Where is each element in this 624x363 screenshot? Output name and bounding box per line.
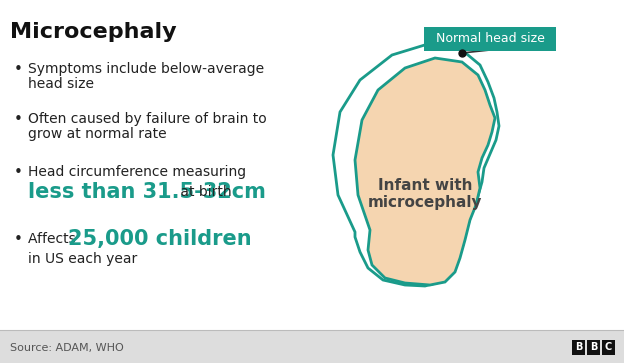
Text: Normal head size: Normal head size — [436, 33, 544, 45]
Text: less than 31.5-32cm: less than 31.5-32cm — [28, 182, 266, 202]
Text: Source: ADAM, WHO: Source: ADAM, WHO — [10, 343, 124, 353]
Text: microcephaly: microcephaly — [368, 195, 482, 209]
Polygon shape — [355, 58, 495, 285]
Text: Symptoms include below-average: Symptoms include below-average — [28, 62, 264, 76]
Text: •: • — [14, 165, 23, 180]
Text: Infant with: Infant with — [378, 178, 472, 192]
Text: Often caused by failure of brain to: Often caused by failure of brain to — [28, 112, 266, 126]
Text: Microcephaly: Microcephaly — [10, 22, 177, 42]
Text: C: C — [605, 342, 612, 352]
Bar — [572, 339, 585, 355]
Text: head size: head size — [28, 77, 94, 91]
Text: in US each year: in US each year — [28, 252, 137, 266]
Text: •: • — [14, 112, 23, 127]
Text: •: • — [14, 62, 23, 77]
Text: B: B — [590, 342, 597, 352]
Bar — [602, 339, 615, 355]
Bar — [0, 330, 624, 363]
Text: Head circumference measuring: Head circumference measuring — [28, 165, 246, 179]
Text: grow at normal rate: grow at normal rate — [28, 127, 167, 141]
FancyBboxPatch shape — [424, 27, 556, 51]
Text: Affects: Affects — [28, 232, 80, 246]
Text: at birth: at birth — [176, 185, 232, 199]
Text: 25,000 children: 25,000 children — [68, 229, 251, 249]
Text: B: B — [575, 342, 582, 352]
Bar — [587, 339, 600, 355]
Text: •: • — [14, 232, 23, 247]
